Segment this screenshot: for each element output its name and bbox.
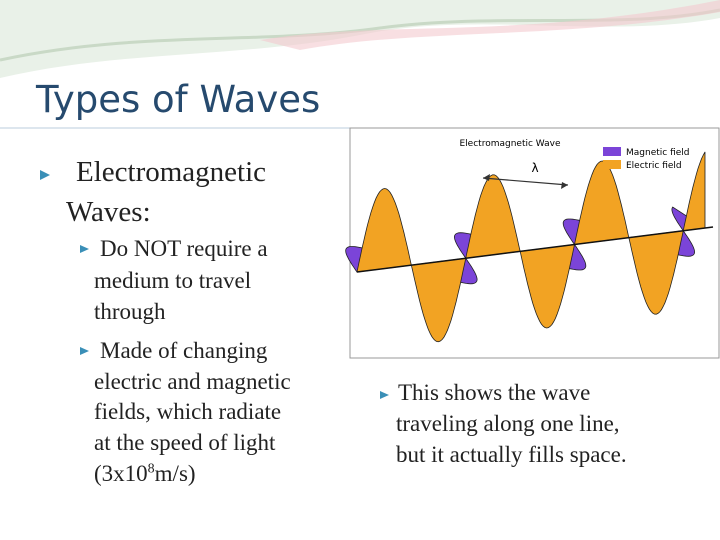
sub-bullet-text: medium to travel (94, 268, 252, 293)
wavelength-arrow (482, 177, 569, 186)
legend-swatch (603, 147, 621, 156)
sub-bullet-text: through (94, 299, 166, 324)
bullet-text: Electromagnetic (76, 156, 267, 188)
caption-text: but it actually fills space. (396, 442, 627, 467)
sub-bullet-text: electric and magnetic (94, 369, 291, 394)
slide-title: Types of Waves (36, 78, 321, 121)
propagation-axis (356, 226, 714, 273)
caption-text: traveling along one line, (396, 411, 620, 436)
sub-bullet-text: Do NOT require a (100, 236, 268, 261)
text: m/s) (154, 461, 196, 486)
bullet (80, 245, 89, 253)
bullets (40, 170, 389, 399)
sub-bullet-text: (3x108m/s) (94, 461, 196, 487)
legend-label: Magnetic field (626, 148, 690, 158)
legend-label: Electric field (626, 161, 682, 171)
bullet (40, 170, 50, 180)
sub-bullet-text: Made of changing (100, 338, 268, 363)
sub-bullet-text: fields, which radiate (94, 399, 282, 424)
header-wave (260, 0, 720, 50)
legend-swatch (603, 160, 621, 169)
bullet-text: Waves: (66, 196, 151, 228)
sub-bullet-text: at the speed of light (94, 430, 276, 455)
superscript: 8 (147, 461, 155, 477)
bullet (380, 391, 389, 399)
text: (3x10 (94, 461, 148, 486)
wavelength-label: λ (531, 161, 538, 175)
figure-title: Electromagnetic Wave (460, 139, 561, 149)
caption-text: This shows the wave (398, 380, 591, 405)
bullet (80, 347, 89, 355)
